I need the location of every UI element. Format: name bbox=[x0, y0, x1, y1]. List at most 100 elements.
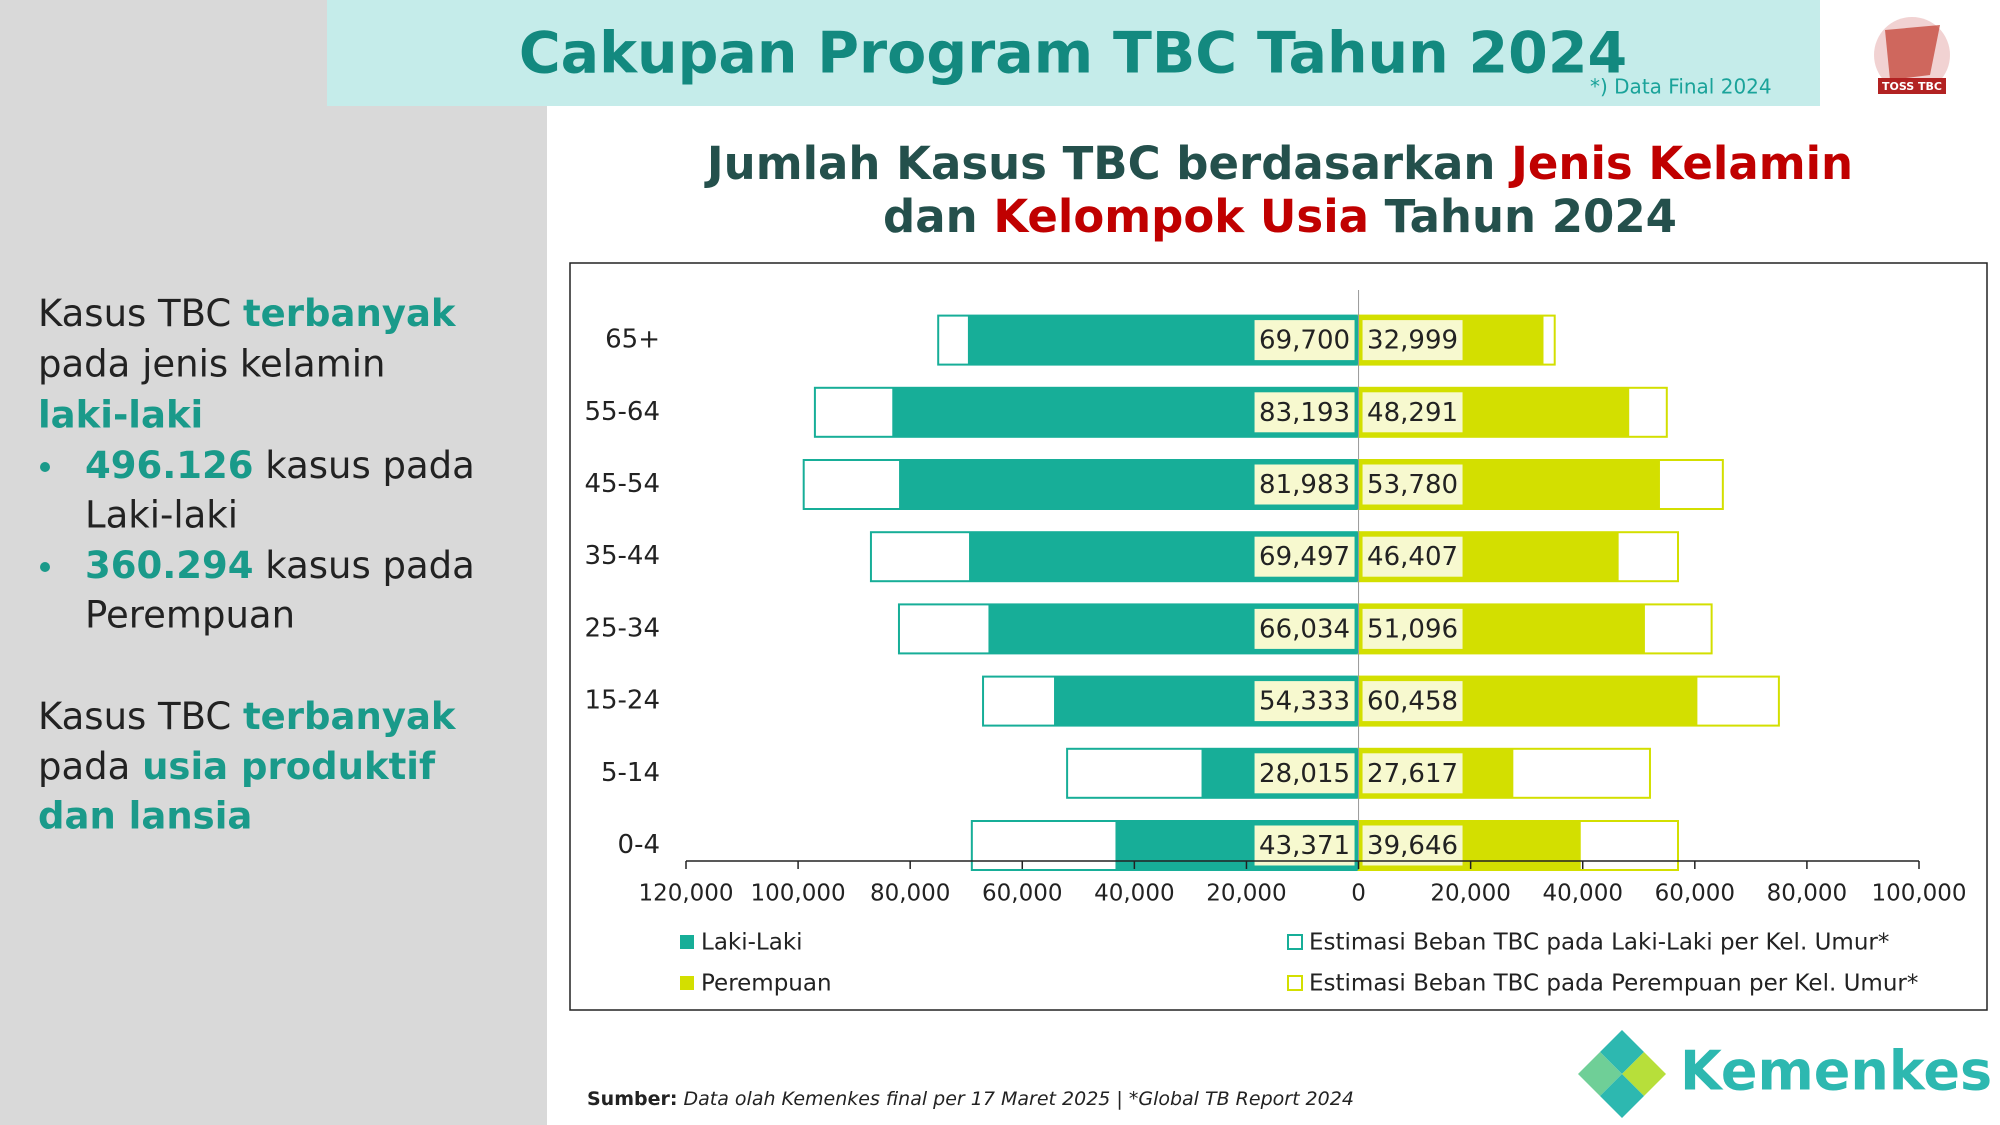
sidebar-bg bbox=[0, 0, 547, 1125]
y-tick-label: 35-44 bbox=[584, 541, 660, 571]
sidebar-line: laki-laki bbox=[38, 394, 203, 437]
value-label-box bbox=[1362, 464, 1463, 505]
y-tick-label: 0-4 bbox=[618, 830, 660, 860]
value-label: 43,371 bbox=[1259, 831, 1350, 861]
header-note: *) Data Final 2024 bbox=[1590, 75, 1772, 99]
sidebar-line: Kasus TBC terbanyak bbox=[38, 695, 457, 738]
y-tick-label: 15-24 bbox=[584, 686, 660, 716]
x-tick-label: 20,000 bbox=[1206, 881, 1286, 907]
emphasis: terbanyak bbox=[243, 695, 457, 738]
value-label-box bbox=[1254, 320, 1355, 361]
chart-title: Jumlah Kasus TBC berdasarkan Jenis Kelam… bbox=[704, 137, 1853, 190]
title-part: Jumlah Kasus TBC berdasarkan bbox=[704, 137, 1496, 190]
value-label-box bbox=[1362, 608, 1463, 649]
emphasis: terbanyak bbox=[243, 292, 457, 335]
bullet bbox=[40, 562, 50, 572]
x-tick-label: 100,000 bbox=[1871, 881, 1966, 907]
x-tick-label: 60,000 bbox=[982, 881, 1062, 907]
sidebar: Kasus TBC terbanyak pada jenis kelamin l… bbox=[38, 292, 475, 838]
text: kasus pada bbox=[265, 544, 475, 587]
x-tick-label: 80,000 bbox=[870, 881, 950, 907]
value-label-box bbox=[1254, 825, 1355, 866]
value-label: 66,034 bbox=[1259, 614, 1350, 644]
sidebar-line: Kasus TBC terbanyak bbox=[38, 292, 457, 335]
value-label: 28,015 bbox=[1259, 759, 1350, 789]
value-label: 51,096 bbox=[1367, 614, 1458, 644]
value-label-box bbox=[1254, 608, 1355, 649]
value-label-box bbox=[1362, 825, 1463, 866]
value-label: 46,407 bbox=[1367, 542, 1458, 572]
x-tick-label: 20,000 bbox=[1430, 881, 1510, 907]
y-tick-label: 25-34 bbox=[584, 613, 660, 643]
emphasis: usia produktif bbox=[142, 745, 436, 788]
emphasis: 360.294 bbox=[85, 544, 254, 587]
header-bg bbox=[327, 0, 1820, 106]
value-label-box bbox=[1254, 753, 1355, 794]
value-label: 32,999 bbox=[1367, 326, 1458, 356]
sidebar-line: dan lansia bbox=[38, 795, 252, 838]
text: pada bbox=[38, 745, 130, 788]
legend-swatch bbox=[1287, 934, 1303, 950]
legend-swatch bbox=[680, 976, 694, 990]
brand: Kemenkes bbox=[1680, 1040, 1992, 1103]
title-part: Jenis Kelamin bbox=[1508, 137, 1853, 190]
value-label: 69,497 bbox=[1259, 542, 1350, 572]
value-label: 53,780 bbox=[1367, 470, 1458, 500]
sidebar-line: Laki-laki bbox=[85, 494, 238, 537]
source-label: Sumber: bbox=[587, 1088, 677, 1110]
legend-label: Estimasi Beban TBC pada Perempuan per Ke… bbox=[1309, 971, 1918, 997]
legend-swatch bbox=[1287, 975, 1303, 991]
x-tick-label: 40,000 bbox=[1094, 881, 1174, 907]
title-part: Tahun 2024 bbox=[1385, 190, 1677, 243]
title-part: Kelompok Usia bbox=[993, 190, 1369, 243]
value-label: 83,193 bbox=[1259, 398, 1350, 428]
kemenkes-icon bbox=[1578, 1030, 1666, 1118]
value-label-box bbox=[1254, 464, 1355, 505]
y-tick-label: 45-54 bbox=[584, 469, 660, 499]
legend-label: Laki-Laki bbox=[701, 930, 803, 956]
text: kasus pada bbox=[265, 444, 475, 487]
logo-text: TOSS TBC bbox=[1882, 80, 1942, 93]
value-label: 27,617 bbox=[1367, 759, 1458, 789]
value-label-box bbox=[1362, 320, 1463, 361]
value-label-box bbox=[1362, 536, 1463, 577]
value-label: 39,646 bbox=[1367, 831, 1458, 861]
title-part: dan bbox=[883, 190, 978, 243]
x-tick-label: 100,000 bbox=[751, 881, 846, 907]
source-text: Data olah Kemenkes final per 17 Maret 20… bbox=[684, 1088, 1354, 1110]
x-tick-label: 0 bbox=[1351, 881, 1366, 907]
x-tick-label: 120,000 bbox=[638, 881, 733, 907]
value-label: 48,291 bbox=[1367, 398, 1458, 428]
value-label-box bbox=[1362, 681, 1463, 722]
value-label: 60,458 bbox=[1367, 687, 1458, 717]
text: Kasus TBC bbox=[38, 292, 231, 335]
x-tick-label: 60,000 bbox=[1655, 881, 1735, 907]
sidebar-line: pada jenis kelamin bbox=[38, 343, 386, 386]
text: Kasus TBC bbox=[38, 695, 231, 738]
header-title: Cakupan Program TBC Tahun 2024 bbox=[519, 21, 1627, 87]
plot: 65+ 55-64 45-54 35-44 25-34 15-24 5-14 0-4 69,70… bbox=[584, 290, 1967, 997]
y-tick-label: 65+ bbox=[605, 325, 660, 355]
chart-title: dan Kelompok Usia Tahun 2024 bbox=[883, 190, 1677, 243]
value-label-box bbox=[1362, 753, 1463, 794]
value-label-box bbox=[1254, 392, 1355, 433]
sidebar-line: Perempuan bbox=[85, 594, 295, 637]
legend-swatch bbox=[680, 935, 694, 949]
value-label-box bbox=[1254, 536, 1355, 577]
y-tick-label: 55-64 bbox=[584, 397, 660, 427]
bullet bbox=[40, 462, 50, 472]
y-tick-label: 5-14 bbox=[601, 758, 660, 788]
legend-label: Perempuan bbox=[701, 971, 832, 997]
sidebar-line: 496.126 kasus pada bbox=[85, 444, 475, 487]
x-tick-label: 80,000 bbox=[1767, 881, 1847, 907]
value-label-box bbox=[1362, 392, 1463, 433]
value-label: 54,333 bbox=[1259, 687, 1350, 717]
sidebar-line: 360.294 kasus pada bbox=[85, 544, 475, 587]
emphasis: 496.126 bbox=[85, 444, 254, 487]
sidebar-line: pada usia produktif bbox=[38, 745, 436, 788]
value-label-box bbox=[1254, 681, 1355, 722]
value-label: 69,700 bbox=[1259, 326, 1350, 356]
value-label: 81,983 bbox=[1259, 470, 1350, 500]
legend-label: Estimasi Beban TBC pada Laki-Laki per Ke… bbox=[1309, 930, 1889, 956]
